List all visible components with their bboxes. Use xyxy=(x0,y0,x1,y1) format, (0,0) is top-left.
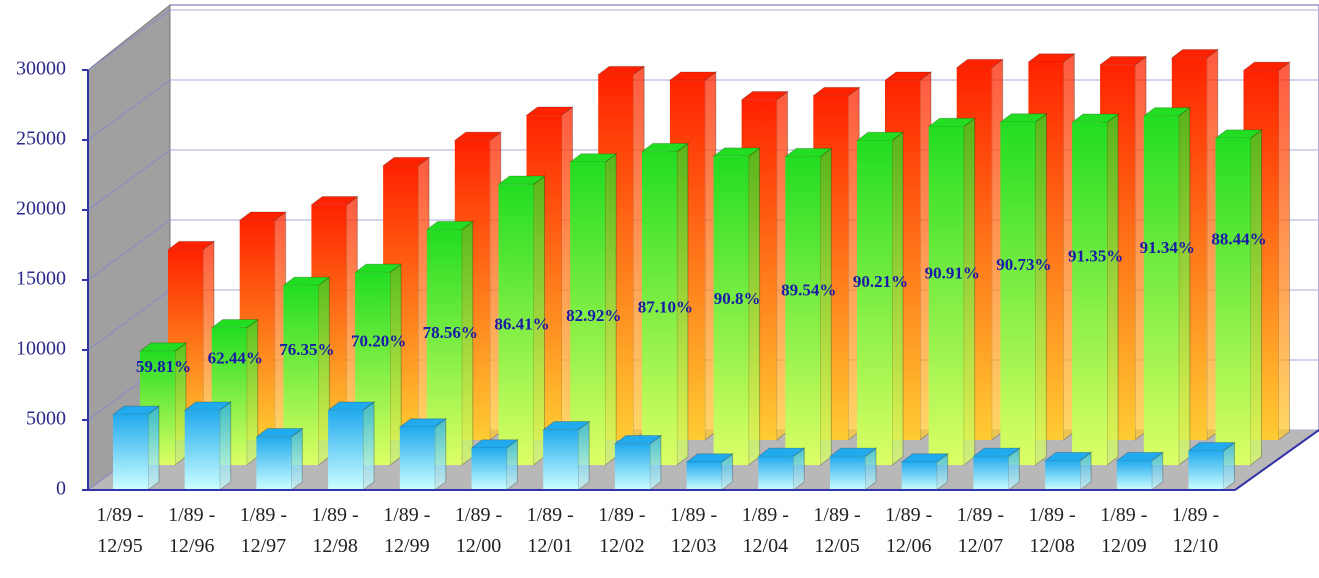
bar-side xyxy=(290,427,303,491)
percent-label: 90.8% xyxy=(714,289,761,308)
y-tick-label: 20000 xyxy=(16,198,66,220)
bar-side xyxy=(1034,112,1047,466)
bar xyxy=(184,410,220,490)
percent-label: 87.10% xyxy=(638,297,693,316)
percent-label: 62.44% xyxy=(208,348,263,367)
x-tick-label: 1/89 - 12/01 xyxy=(526,504,574,557)
bar xyxy=(328,410,364,490)
percent-label: 88.44% xyxy=(1211,229,1266,248)
bar-side xyxy=(891,131,904,466)
bar xyxy=(713,156,749,465)
bar xyxy=(641,151,677,465)
percent-label: 90.21% xyxy=(853,272,908,291)
bar-side xyxy=(1178,106,1191,466)
percent-label: 78.56% xyxy=(423,323,478,342)
percent-label: 70.20% xyxy=(351,331,406,350)
bar-side xyxy=(434,417,447,491)
bar xyxy=(686,462,722,490)
x-tick-label: 1/89 - 12/04 xyxy=(741,504,789,557)
y-tick-label: 15000 xyxy=(16,268,66,290)
bar-side xyxy=(389,263,402,466)
floor-edge xyxy=(1234,429,1319,491)
percent-label: 89.54% xyxy=(781,280,836,299)
y-tick-label: 10000 xyxy=(16,338,66,360)
bar xyxy=(973,456,1009,490)
x-tick-label: 1/89 - 12/99 xyxy=(383,504,431,557)
percent-label: 59.81% xyxy=(136,357,191,376)
grid-line xyxy=(87,79,171,141)
bar-side xyxy=(1278,61,1290,441)
bar-side xyxy=(147,405,160,491)
y-tick-label: 30000 xyxy=(16,58,66,80)
y-tick-label: 0 xyxy=(56,478,66,500)
bar xyxy=(113,414,148,490)
x-tick-label: 1/89 - 12/05 xyxy=(813,504,861,557)
percent-label: 91.34% xyxy=(1140,238,1195,257)
y-tick-label: 5000 xyxy=(26,408,66,430)
x-tick-label: 1/89 - 12/00 xyxy=(454,504,503,557)
bar xyxy=(928,126,964,465)
bar xyxy=(614,443,650,490)
bar-side xyxy=(963,117,976,466)
bar xyxy=(1143,115,1179,465)
grid-line xyxy=(87,219,171,281)
bar xyxy=(1215,138,1251,465)
bar xyxy=(1072,122,1108,465)
bar-side xyxy=(1250,128,1262,466)
x-tick-label: 1/89 - 12/09 xyxy=(1100,504,1148,557)
x-tick-label: 1/89 - 12/02 xyxy=(598,504,646,557)
bar xyxy=(498,184,534,466)
percent-label: 76.35% xyxy=(279,340,334,359)
x-tick-label: 1/89 - 12/97 xyxy=(239,504,287,557)
bar xyxy=(399,427,435,490)
x-tick-label: 1/89 - 12/08 xyxy=(1028,504,1076,557)
bar xyxy=(1116,460,1152,490)
x-tick-label: 1/89 - 12/10 xyxy=(1171,504,1220,557)
percent-label: 91.35% xyxy=(1068,246,1123,265)
x-tick-label: 1/89 - 12/06 xyxy=(885,504,933,557)
percent-label: 90.73% xyxy=(996,255,1051,274)
x-tick-label: 1/89 - 12/95 xyxy=(96,504,144,557)
bar xyxy=(256,436,292,490)
bar xyxy=(785,156,821,465)
x-tick-label: 1/89 - 12/96 xyxy=(168,504,216,557)
bar-side xyxy=(317,276,330,466)
bar xyxy=(543,429,579,490)
grid-line xyxy=(87,289,171,351)
grid-line xyxy=(87,149,171,211)
bar-side xyxy=(649,434,662,491)
bar xyxy=(901,462,937,490)
bar-side xyxy=(219,400,232,491)
x-tick-label: 1/89 - 12/03 xyxy=(669,504,718,557)
bar-side xyxy=(246,318,259,466)
bar-side xyxy=(1106,113,1119,466)
bar xyxy=(758,456,794,490)
bar xyxy=(1000,122,1036,465)
x-tick-label: 1/89 - 12/98 xyxy=(311,504,359,557)
bar xyxy=(830,456,865,490)
y-tick-label: 25000 xyxy=(16,128,66,150)
percent-label: 90.91% xyxy=(925,263,980,282)
bar-side xyxy=(577,420,590,491)
grid-line xyxy=(87,9,171,71)
x-tick-label: 1/89 - 12/07 xyxy=(956,504,1004,557)
percent-label: 82.92% xyxy=(566,306,621,325)
bar xyxy=(1045,460,1081,490)
bar xyxy=(857,140,892,466)
percent-label: 86.41% xyxy=(494,314,549,333)
bar xyxy=(471,448,507,490)
bar-side xyxy=(819,147,832,466)
bar-side xyxy=(362,400,375,491)
bar xyxy=(570,162,606,466)
bar-side xyxy=(461,220,474,466)
bar xyxy=(1188,450,1224,490)
